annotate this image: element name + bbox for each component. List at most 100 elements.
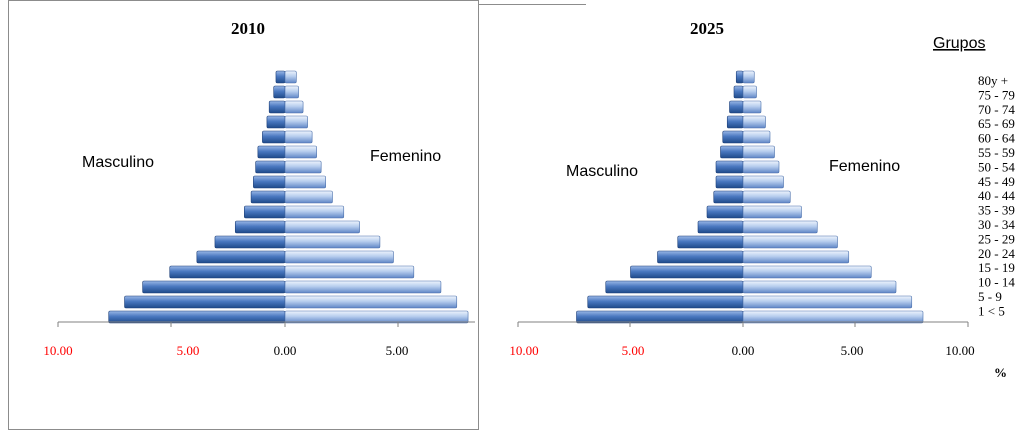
bar-masculino-5-9 bbox=[124, 295, 286, 309]
group-label: 70 - 74 bbox=[978, 102, 1015, 117]
tick-label: 10.00 bbox=[43, 343, 72, 358]
bar-femenino-65-69 bbox=[284, 115, 308, 129]
bar-masculino-75-79 bbox=[273, 85, 286, 99]
bar-femenino-20-24 bbox=[742, 250, 850, 264]
bar-femenino-60-64 bbox=[742, 130, 771, 144]
bar-masculino-50-54 bbox=[255, 160, 286, 174]
bar-masculino-50-54 bbox=[715, 160, 744, 174]
group-label: 60 - 64 bbox=[978, 131, 1015, 146]
bar-masculino-40-44 bbox=[250, 190, 286, 204]
bar-femenino-75-79 bbox=[284, 85, 299, 99]
bar-femenino-55-59 bbox=[284, 145, 317, 159]
bar-femenino-30-34 bbox=[284, 220, 360, 234]
group-label: 20 - 24 bbox=[978, 246, 1015, 261]
bar-femenino-1-5 bbox=[742, 310, 924, 324]
chart-title: 2025 bbox=[690, 19, 724, 38]
bar-femenino-45-49 bbox=[284, 175, 326, 189]
bar-femenino-5-9 bbox=[284, 295, 458, 309]
bar-masculino-55-59 bbox=[720, 145, 744, 159]
panel-frame-2010 bbox=[8, 0, 479, 430]
tick-label: 10.00 bbox=[509, 343, 538, 358]
group-label: 1 < 5 bbox=[978, 303, 1005, 318]
bar-masculino-65-69 bbox=[266, 115, 286, 129]
bar-femenino-35-39 bbox=[742, 205, 802, 219]
bar-femenino-70-74 bbox=[742, 100, 762, 114]
bar-masculino-60-64 bbox=[262, 130, 286, 144]
bar-masculino-35-39 bbox=[244, 205, 286, 219]
bar-masculino-10-14 bbox=[605, 280, 744, 294]
femenino-label: Femenino bbox=[370, 148, 441, 165]
tick-label: 0.00 bbox=[274, 343, 297, 358]
group-label: 55 - 59 bbox=[978, 145, 1015, 160]
bar-femenino-55-59 bbox=[742, 145, 775, 159]
bar-femenino-40-44 bbox=[284, 190, 333, 204]
bar-femenino-25-29 bbox=[742, 235, 838, 249]
tick-label: 5.00 bbox=[841, 343, 864, 358]
bar-masculino-20-24 bbox=[657, 250, 744, 264]
bar-femenino-1-5 bbox=[284, 310, 469, 324]
bar-masculino-75-79 bbox=[733, 85, 744, 99]
group-label: 45 - 49 bbox=[978, 174, 1015, 189]
bar-masculino-65-69 bbox=[726, 115, 744, 129]
bar-femenino-60-64 bbox=[284, 130, 313, 144]
bar-masculino-45-49 bbox=[253, 175, 286, 189]
group-label: 35 - 39 bbox=[978, 203, 1015, 218]
bar-masculino-80y- bbox=[735, 70, 744, 84]
group-label: 15 - 19 bbox=[978, 260, 1015, 275]
pyramid-2010: 2010 Masculino Femenino 10.00 5.00 0.00 5.00 bbox=[43, 19, 475, 358]
bar-femenino-50-54 bbox=[742, 160, 780, 174]
tick-label: 5.00 bbox=[386, 343, 409, 358]
pyramid-2025: 2025 Masculino Femenino 10.00 5.00 0.00 5.00 10… bbox=[509, 19, 974, 358]
tick-label: 5.00 bbox=[622, 343, 645, 358]
bar-masculino-80y- bbox=[275, 70, 286, 84]
bar-masculino-45-49 bbox=[715, 175, 744, 189]
bar-masculino-25-29 bbox=[214, 235, 286, 249]
bar-femenino-35-39 bbox=[284, 205, 345, 219]
tick-label: 5.00 bbox=[177, 343, 200, 358]
bar-femenino-50-54 bbox=[284, 160, 322, 174]
bar-masculino-1-5 bbox=[108, 310, 286, 324]
bar-femenino-15-19 bbox=[284, 265, 415, 279]
bar-masculino-30-34 bbox=[234, 220, 286, 234]
masculino-label: Masculino bbox=[82, 154, 154, 171]
group-label: 25 - 29 bbox=[978, 231, 1015, 246]
group-label: 40 - 44 bbox=[978, 188, 1015, 203]
bar-masculino-70-74 bbox=[268, 100, 286, 114]
bar-femenino-20-24 bbox=[284, 250, 394, 264]
group-label: 75 - 79 bbox=[978, 87, 1015, 102]
bar-masculino-10-14 bbox=[142, 280, 286, 294]
tick-label: 10.00 bbox=[945, 343, 974, 358]
bar-femenino-80y- bbox=[742, 70, 755, 84]
bar-femenino-70-74 bbox=[284, 100, 304, 114]
tick-label: 0.00 bbox=[732, 343, 755, 358]
bar-masculino-40-44 bbox=[713, 190, 744, 204]
group-label: 65 - 69 bbox=[978, 116, 1015, 131]
bar-femenino-80y- bbox=[284, 70, 297, 84]
bar-femenino-75-79 bbox=[742, 85, 757, 99]
bar-masculino-30-34 bbox=[697, 220, 744, 234]
bar-masculino-15-19 bbox=[169, 265, 286, 279]
bar-masculino-25-29 bbox=[677, 235, 744, 249]
bar-femenino-30-34 bbox=[742, 220, 818, 234]
bar-femenino-5-9 bbox=[742, 295, 913, 309]
bar-femenino-65-69 bbox=[742, 115, 766, 129]
group-label: 30 - 34 bbox=[978, 217, 1015, 232]
bar-masculino-5-9 bbox=[587, 295, 744, 309]
group-label: 5 - 9 bbox=[978, 289, 1002, 304]
group-label: 80y + bbox=[978, 73, 1008, 88]
group-label: 10 - 14 bbox=[978, 275, 1015, 290]
chart-title: 2010 bbox=[231, 19, 265, 38]
bar-masculino-70-74 bbox=[729, 100, 744, 114]
bar-masculino-55-59 bbox=[257, 145, 286, 159]
bar-masculino-60-64 bbox=[722, 130, 744, 144]
bar-masculino-15-19 bbox=[630, 265, 744, 279]
bar-femenino-25-29 bbox=[284, 235, 381, 249]
bar-masculino-1-5 bbox=[576, 310, 744, 324]
bar-femenino-15-19 bbox=[742, 265, 872, 279]
groups-title: Grupos bbox=[933, 35, 985, 52]
bar-femenino-10-14 bbox=[284, 280, 442, 294]
femenino-label: Femenino bbox=[829, 158, 900, 175]
bar-femenino-45-49 bbox=[742, 175, 784, 189]
